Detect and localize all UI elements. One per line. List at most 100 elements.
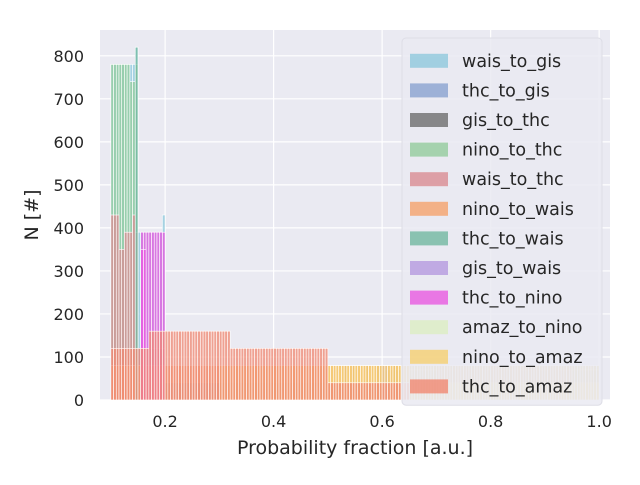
histogram-bar	[129, 348, 133, 401]
histogram-bar	[281, 348, 285, 401]
histogram-bar	[324, 348, 329, 401]
histogram-bar	[398, 382, 402, 401]
y-tick-label: 0	[74, 391, 84, 410]
histogram-bar	[200, 330, 204, 401]
histogram-bar	[134, 46, 139, 401]
legend-box	[401, 37, 603, 406]
histogram-bar	[379, 382, 383, 401]
histogram-bar	[259, 348, 264, 401]
legend-label: gis_to_wais	[462, 259, 561, 279]
histogram-bar	[349, 382, 353, 401]
histogram-bar	[362, 382, 367, 401]
histogram-bar	[265, 348, 269, 401]
histogram-bar	[170, 330, 174, 401]
series-thc_to_amaz	[110, 330, 410, 401]
histogram-bar	[303, 348, 307, 401]
histogram-bar	[322, 348, 326, 401]
histogram-bar	[395, 382, 399, 401]
legend-item: wais_to_gis	[410, 52, 561, 72]
histogram-bar	[235, 348, 239, 401]
x-tick-label: 0.8	[478, 412, 503, 431]
histogram-bar	[346, 382, 350, 401]
histogram-bar	[319, 348, 323, 401]
y-tick-label: 300	[53, 262, 84, 281]
legend-label: amaz_to_nino	[462, 318, 583, 338]
histogram-bar	[197, 330, 201, 401]
histogram-bar	[270, 348, 274, 401]
histogram-bar	[254, 348, 258, 401]
legend-swatch	[410, 349, 448, 364]
legend-swatch	[410, 113, 448, 127]
histogram-bar	[224, 330, 228, 401]
histogram-bar	[186, 330, 190, 401]
histogram-bar	[191, 330, 196, 401]
histogram-bar	[305, 348, 310, 401]
legend-item: thc_to_nino	[410, 289, 562, 309]
histogram-bar	[115, 348, 120, 401]
legend-label: thc_to_gis	[462, 81, 550, 101]
legend-item: gis_to_wais	[410, 259, 561, 279]
histogram-bar	[243, 348, 247, 401]
histogram-bar	[118, 348, 123, 401]
histogram-bar	[370, 382, 375, 401]
histogram-bar	[213, 330, 217, 401]
legend-swatch	[410, 320, 448, 335]
y-tick-label: 200	[53, 305, 84, 324]
histogram-bar	[267, 348, 272, 401]
histogram-bar	[202, 330, 207, 401]
histogram-bar	[134, 348, 139, 401]
legend-label: wais_to_gis	[462, 52, 561, 72]
histogram-bar	[183, 330, 188, 401]
histogram-bar	[330, 382, 334, 401]
histogram-bar	[284, 348, 288, 401]
x-axis-ticks: 0.2 0.4 0.6 0.8 1.0	[152, 412, 611, 431]
y-tick-label: 600	[53, 133, 84, 152]
y-tick-label: 700	[53, 90, 84, 109]
histogram-bar	[376, 382, 380, 401]
histogram-bar	[210, 330, 215, 401]
histogram-bar	[132, 348, 136, 401]
histogram-bar	[289, 348, 293, 401]
histogram-bar	[262, 348, 266, 401]
histogram-bar	[219, 330, 223, 401]
legend-swatch	[410, 142, 448, 157]
histogram-bar	[343, 382, 348, 401]
histogram-bar	[248, 348, 253, 401]
histogram-bar	[181, 330, 185, 401]
legend-swatch	[410, 290, 448, 305]
histogram-bar	[189, 330, 193, 401]
histogram-bar	[156, 330, 160, 401]
histogram-bar	[151, 330, 155, 401]
legend-swatch	[410, 261, 448, 275]
histogram-bar	[148, 330, 152, 401]
histogram-bar	[167, 330, 171, 401]
legend-swatch	[410, 231, 448, 246]
histogram-bar	[246, 348, 250, 401]
histogram-bar	[126, 348, 131, 401]
histogram-bar	[232, 348, 236, 401]
x-tick-label: 0.2	[152, 412, 177, 431]
histogram-bar	[240, 348, 245, 401]
histogram-bar	[110, 348, 114, 401]
legend-swatch	[410, 172, 448, 187]
legend-label: thc_to_wais	[462, 229, 564, 249]
y-axis-title: N [#]	[21, 190, 43, 241]
y-tick-label: 100	[53, 348, 84, 367]
y-axis-ticks: 0 100 200 300 400 500 600 700 800	[53, 47, 84, 410]
x-tick-label: 0.6	[369, 412, 394, 431]
histogram-bar	[297, 348, 302, 401]
histogram-bar	[273, 348, 277, 401]
histogram-bar	[387, 382, 391, 401]
histogram-bar	[208, 330, 212, 401]
histogram-bar	[351, 382, 356, 401]
histogram-bar	[143, 348, 147, 401]
y-tick-label: 400	[53, 219, 84, 238]
histogram-bar	[357, 382, 361, 401]
legend-label: wais_to_thc	[462, 170, 564, 190]
histogram-bar	[392, 382, 396, 401]
legend-swatch	[410, 379, 448, 394]
histogram-bar	[178, 330, 182, 401]
histogram-bar	[145, 348, 150, 401]
histogram-bar	[368, 382, 372, 401]
